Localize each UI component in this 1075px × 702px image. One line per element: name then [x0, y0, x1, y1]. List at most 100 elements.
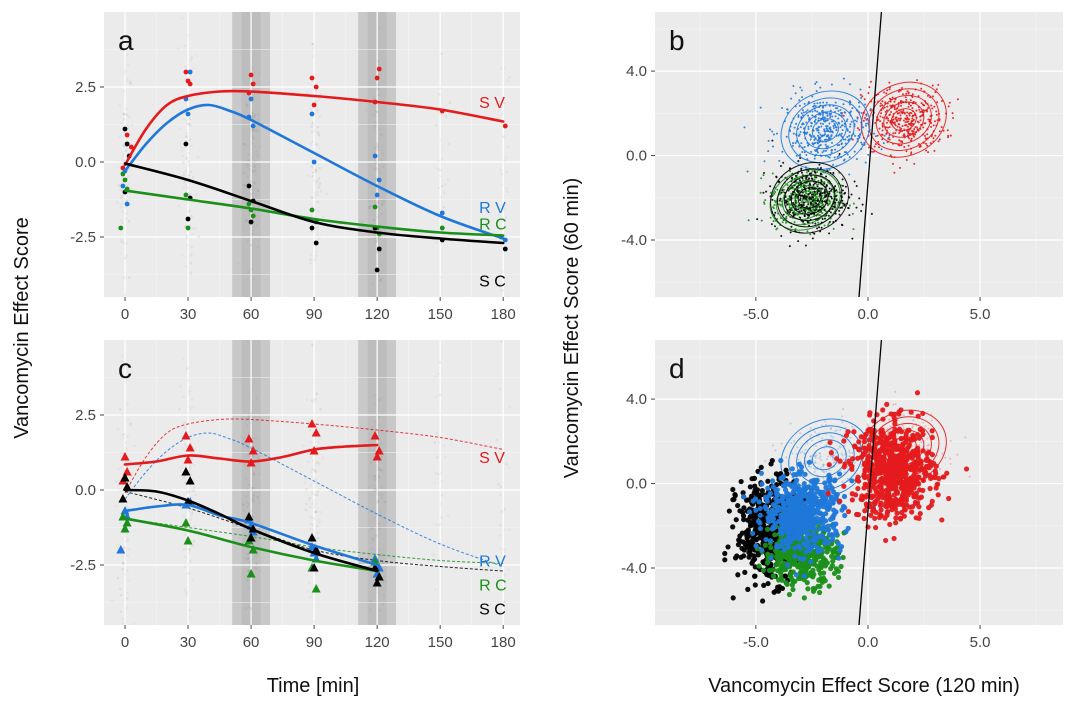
background-point [309, 258, 312, 261]
background-point [256, 245, 259, 249]
background-point [253, 473, 256, 477]
density-contour [790, 180, 829, 215]
scatter-point [821, 523, 827, 530]
background-point [381, 493, 384, 497]
background-point [380, 396, 383, 400]
background-point [378, 26, 381, 30]
scatter-point [932, 137, 935, 140]
scatter-point [730, 595, 736, 601]
background-point [504, 216, 508, 219]
scatter-point [920, 473, 923, 476]
scatter-point [740, 490, 746, 496]
background-point [499, 485, 503, 489]
background-point [368, 486, 371, 489]
scatter-point [803, 215, 806, 218]
background-point [251, 437, 255, 440]
scatter-point [886, 126, 889, 129]
background-point [190, 245, 194, 249]
background-point [190, 214, 194, 218]
data-point [370, 431, 380, 440]
scatter-point [802, 123, 805, 126]
scatter-point [745, 533, 751, 539]
scatter-point [907, 105, 910, 108]
scatter-point [807, 127, 810, 130]
background-point [314, 470, 317, 474]
background-point [246, 488, 250, 491]
background-point [508, 405, 512, 409]
y-tick-label: 0.0 [626, 148, 647, 165]
background-point [180, 16, 184, 20]
background-point [374, 161, 378, 165]
background-point [369, 461, 373, 465]
scatter-point [904, 96, 907, 99]
data-point [187, 69, 193, 75]
series-line [123, 162, 505, 245]
scatter-point [789, 170, 792, 173]
scatter-point [819, 466, 822, 469]
background-point [247, 483, 251, 487]
background-point [246, 165, 249, 168]
scatter-point [835, 540, 841, 546]
background-point [253, 165, 257, 168]
background-point [311, 491, 314, 495]
background-point [439, 138, 443, 142]
series-line [123, 443, 379, 466]
scatter-point [897, 117, 900, 120]
background-point [251, 497, 255, 501]
background-point [121, 436, 125, 440]
background-point [251, 191, 255, 195]
scatter-point [808, 133, 811, 136]
background-point [192, 486, 196, 489]
scatter-point [818, 187, 821, 190]
scatter-point [869, 108, 872, 111]
scatter-point [931, 95, 934, 98]
scatter-point [798, 104, 801, 107]
background-point [124, 69, 127, 73]
background-point [373, 489, 377, 493]
scatter-point [782, 573, 788, 579]
scatter-point [813, 507, 819, 513]
background-point [375, 240, 378, 243]
plot-area [655, 340, 1063, 625]
panel-background [104, 340, 520, 625]
background-point [374, 295, 377, 297]
scatter-point [797, 114, 800, 117]
background-point [127, 115, 131, 119]
scatter-point [857, 134, 860, 137]
scatter-point [805, 192, 808, 195]
scatter-point [771, 444, 774, 447]
background-point [250, 486, 253, 490]
scatter-point [794, 142, 797, 145]
scatter-point [810, 495, 816, 501]
scatter-point [804, 580, 810, 586]
scatter-point [776, 584, 783, 590]
background-point [373, 475, 377, 478]
background-point [125, 107, 129, 110]
background-point [177, 46, 180, 50]
background-point [251, 515, 255, 518]
scatter-point [848, 451, 851, 454]
scatter-point [828, 190, 831, 193]
scatter-point [797, 458, 800, 461]
scatter-point [833, 122, 836, 125]
scatter-point [838, 543, 845, 550]
scatter-point [881, 122, 884, 125]
background-point [380, 262, 383, 266]
scatter-point [836, 190, 839, 193]
scatter-point [874, 135, 877, 138]
x-tick-label: 0 [121, 634, 129, 651]
background-point [249, 607, 253, 611]
scatter-point [838, 213, 841, 216]
background-point [124, 535, 127, 539]
background-point [377, 93, 381, 97]
scatter-point [825, 184, 828, 187]
background-point [247, 586, 251, 589]
scatter-point [844, 142, 847, 145]
background-point [187, 629, 190, 632]
scatter-point [897, 90, 900, 93]
scatter-point [817, 146, 820, 149]
scatter-point [816, 185, 819, 188]
scatter-point [831, 207, 834, 210]
y-axis-title: Vancomycin Effect Score [11, 217, 33, 439]
background-point [187, 210, 191, 214]
